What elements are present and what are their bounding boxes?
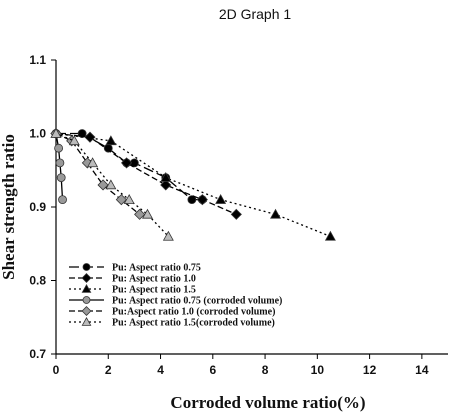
series-3-point	[270, 208, 281, 219]
chart-title: 2D Graph 1	[219, 6, 292, 22]
series-3-point	[215, 194, 227, 204]
x-tick-label: 2	[105, 363, 112, 377]
y-tick-label: 0.7	[29, 347, 46, 361]
series-2-point	[84, 131, 96, 143]
series-1-point	[187, 195, 197, 205]
series-2	[50, 127, 242, 220]
series-3	[50, 127, 336, 241]
series-5-point	[134, 208, 146, 220]
legend-label-4: Pu: Aspect ratio 0.75 (corroded volume)	[112, 296, 282, 307]
x-tick-label: 12	[363, 363, 377, 377]
x-tick-label: 6	[209, 363, 216, 377]
series-6	[50, 127, 174, 241]
y-tick-label: 1.0	[29, 127, 46, 141]
x-tick-label: 8	[262, 363, 269, 377]
x-tick-label: 14	[415, 363, 429, 377]
legend-marker-4	[82, 296, 91, 304]
series-6-point	[123, 194, 135, 204]
series-4-point	[56, 173, 66, 183]
series-5-point	[97, 179, 109, 191]
series-1-point	[103, 143, 113, 153]
series-3-point	[324, 230, 336, 241]
series-layer	[50, 127, 336, 241]
x-axis-label: Corroded volume ratio(%)	[170, 393, 365, 412]
series-6-point	[162, 230, 174, 241]
legend-marker-5	[81, 306, 92, 316]
series-4-point	[54, 143, 64, 153]
legend-label-3: Pu: Aspect ratio 1.5	[112, 285, 196, 296]
series-2-line	[55, 132, 237, 215]
series-2-point	[120, 157, 133, 169]
x-tick-label: 0	[53, 363, 60, 377]
legend-marker-6	[81, 316, 92, 326]
series-6-point	[105, 179, 117, 190]
legend-label-2: Pu: Aspect ratio 1.0	[112, 274, 196, 285]
series-2-point	[160, 179, 172, 191]
y-axis-label: Shear strength ratio	[0, 134, 18, 280]
legend-marker-1	[82, 263, 91, 271]
axes-layer: 0 2 4 6 8 10 12 14 0.7 0.8 0.9 1.0 1.1	[29, 53, 448, 377]
series-6-point	[87, 157, 99, 168]
legend-marker-2	[81, 273, 92, 283]
series-4-point	[58, 195, 67, 205]
legend-label-5: Pu:Aspect ratio 1.0 (corroded volume)	[112, 307, 275, 318]
series-6-point	[68, 135, 80, 146]
series-3-line	[55, 132, 331, 238]
series-5-point	[115, 194, 127, 206]
series-6-point	[50, 127, 62, 138]
y-tick-label: 0.8	[29, 274, 46, 288]
series-3-point	[105, 135, 117, 146]
x-tick-label: 10	[311, 363, 325, 377]
legend-label-1: Pu: Aspect ratio 0.75	[112, 263, 201, 274]
series-3-point	[160, 171, 172, 182]
series-4	[51, 129, 67, 205]
legend-label-6: Pu: Aspect ratio 1.5(corroded volume)	[112, 318, 275, 329]
y-tick-label: 0.9	[29, 200, 46, 214]
x-tick-label: 4	[157, 363, 164, 377]
series-2-point	[196, 194, 208, 206]
legend-marker-3	[81, 283, 92, 293]
series-6-point	[141, 208, 153, 219]
y-tick-label: 1.1	[29, 53, 46, 67]
series-2-point	[230, 208, 242, 220]
series-4-point	[55, 158, 65, 168]
